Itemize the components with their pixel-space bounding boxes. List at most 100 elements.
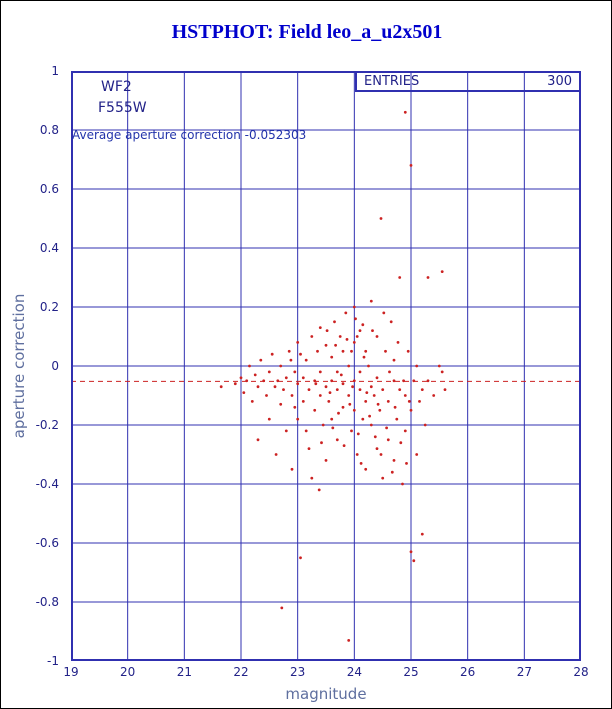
scatter-point — [279, 402, 283, 406]
scatter-point — [324, 343, 328, 347]
y-tick-label: 0.2 — [39, 300, 59, 314]
scatter-point — [440, 370, 444, 374]
scatter-point — [358, 329, 362, 332]
average-correction-annotation: Average aperture correction -0.052303 — [72, 128, 307, 142]
scatter-point — [320, 441, 323, 445]
scatter-point — [301, 376, 305, 380]
x-tick-label: 24 — [346, 665, 362, 679]
scatter-point — [304, 358, 308, 362]
scatter-point — [405, 462, 408, 465]
scatter-point — [396, 341, 400, 344]
scatter-point — [375, 376, 379, 380]
x-axis-tick-labels: 19 20 21 22 23 24 25 26 27 28 — [63, 665, 588, 681]
y-tick-label: 1 — [51, 64, 59, 78]
scatter-point — [412, 559, 416, 563]
scatter-point — [299, 352, 302, 356]
scatter-point — [423, 423, 427, 427]
scatter-point — [376, 402, 380, 406]
scatter-point — [352, 379, 356, 383]
scatter-point — [339, 373, 343, 377]
scatter-point — [321, 423, 325, 427]
scatter-point — [299, 556, 302, 560]
scatter-point — [379, 453, 383, 456]
scatter-point — [362, 355, 366, 359]
scatter-point — [393, 405, 397, 409]
x-tick-label: 20 — [120, 665, 136, 679]
scatter-point — [382, 311, 386, 315]
scatter-point — [270, 352, 274, 356]
scatter-point — [364, 467, 368, 471]
scatter-point — [342, 444, 346, 447]
y-tick-label: -0.8 — [35, 595, 59, 609]
scatter-point — [409, 164, 413, 167]
x-tick-label: 19 — [63, 665, 79, 679]
x-axis-title: magnitude — [285, 685, 367, 703]
scatter-point — [347, 639, 351, 642]
scatter-point — [415, 453, 419, 456]
filter-label: F555W — [98, 100, 147, 116]
y-tick-label: 0 — [51, 359, 59, 373]
scatter-point — [296, 417, 300, 421]
y-axis-title: aperture correction — [10, 293, 28, 439]
scatter-point — [415, 364, 419, 368]
scatter-point — [313, 379, 317, 383]
scatter-point — [335, 388, 339, 391]
scatter-point — [262, 379, 266, 383]
x-tick-label: 28 — [573, 665, 589, 679]
scatter-point — [395, 417, 399, 421]
scatter-point — [341, 349, 345, 353]
scatter-point — [367, 364, 370, 368]
scatter-point — [337, 411, 340, 415]
scatter-point — [375, 335, 379, 338]
scatter-point — [358, 388, 362, 391]
scatter-point — [344, 311, 348, 315]
scatter-point — [290, 467, 294, 471]
scatter-point — [274, 453, 278, 456]
scatter-point — [318, 326, 322, 329]
scatter-point — [296, 382, 300, 386]
scatter-plot-canvas — [71, 71, 581, 661]
entries-label: ENTRIES — [364, 74, 420, 89]
scatter-point — [354, 317, 357, 321]
scatter-point — [341, 382, 345, 386]
scatter-point — [253, 373, 257, 377]
scatter-point — [412, 379, 416, 383]
scatter-point — [364, 400, 368, 403]
scatter-point — [310, 476, 314, 480]
x-tick-label: 26 — [460, 665, 476, 679]
scatter-point — [335, 370, 339, 374]
scatter-point — [256, 385, 260, 389]
scatter-point — [403, 394, 407, 397]
scatter-point — [239, 376, 243, 380]
scatter-point — [273, 385, 277, 389]
scatter-point — [355, 335, 359, 338]
scatter-point — [440, 270, 444, 273]
scatter-point — [279, 364, 283, 368]
scatter-point — [351, 385, 354, 389]
plot-frame — [71, 71, 581, 661]
scatter-point — [369, 385, 373, 389]
plot-area — [71, 71, 581, 661]
scatter-point — [406, 349, 410, 353]
scatter-point — [242, 391, 246, 394]
scatter-point — [388, 370, 391, 374]
scatter-point — [379, 217, 383, 220]
scatter-point — [328, 391, 332, 394]
scatter-point — [358, 370, 362, 374]
x-tick-label: 22 — [233, 665, 249, 679]
scatter-point — [386, 438, 390, 442]
y-tick-label: 0.4 — [39, 241, 59, 255]
scatter-point — [365, 391, 369, 394]
scatter-point — [307, 388, 311, 391]
x-tick-label: 25 — [403, 665, 419, 679]
scatter-point — [356, 432, 360, 436]
scatter-point — [401, 482, 404, 486]
scatter-point — [420, 388, 424, 391]
scatter-point — [334, 343, 337, 347]
scatter-point — [352, 341, 356, 344]
scatter-point — [318, 370, 322, 374]
scatter-point — [347, 364, 351, 368]
y-tick-label: -0.2 — [35, 418, 59, 432]
scatter-point — [381, 476, 385, 480]
scatter-point — [426, 379, 430, 383]
